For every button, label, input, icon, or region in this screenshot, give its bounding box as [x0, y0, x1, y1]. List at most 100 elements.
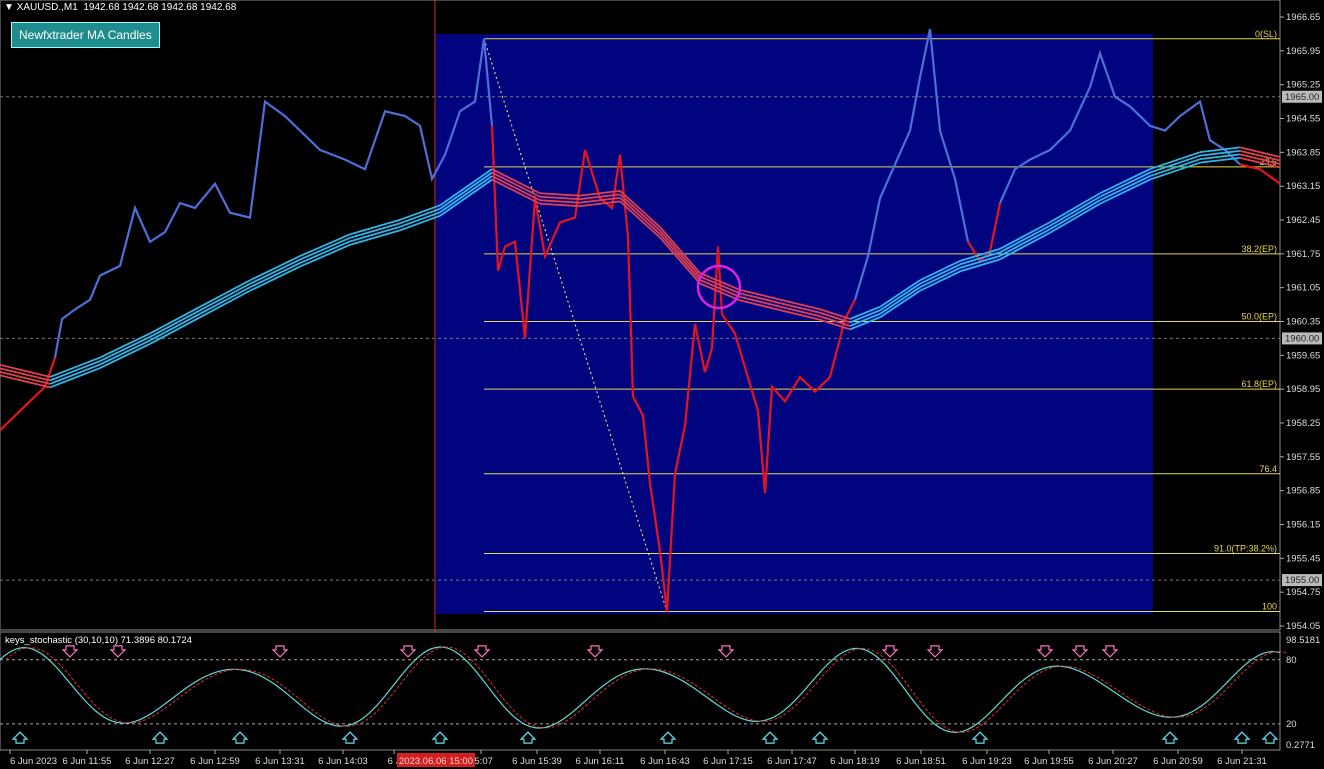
down-arrow-icon	[1101, 645, 1119, 658]
osc-axis-label: 80	[1286, 655, 1297, 666]
time-tick-label: 6 Jun 17:47	[767, 756, 817, 767]
ma-band-line	[491, 168, 541, 195]
highlight-circle	[696, 264, 742, 310]
ma-band-line	[739, 299, 781, 311]
ma-band-line	[919, 270, 961, 292]
up-arrow-icon	[1261, 731, 1279, 744]
ma-band-line	[99, 343, 151, 369]
price-highlight-label: 1960.00	[1285, 333, 1319, 344]
up-arrow-icon	[519, 731, 537, 744]
price-highlight-label: 1955.00	[1285, 575, 1319, 586]
price-tick-label: 1963.85	[1286, 147, 1320, 158]
ma-band-line	[659, 226, 701, 274]
ma-band-line	[0, 370, 51, 385]
price-tick-label: 1965.95	[1286, 46, 1320, 57]
down-arrow-icon	[61, 645, 79, 658]
ma-band-line	[879, 283, 921, 312]
time-tick-label: 6 Jun 16:11	[576, 756, 625, 767]
up-arrow-icon	[341, 731, 359, 744]
price-tick-label: 1958.25	[1286, 418, 1320, 429]
cursor-time-bg	[397, 753, 475, 767]
ma-band-line	[99, 332, 151, 359]
ma-band-line	[819, 311, 851, 324]
ma-band-line	[619, 197, 661, 235]
ma-band-line	[699, 282, 741, 302]
cursor-time-label: 2023.06.06 15:00	[399, 756, 473, 767]
symbol-header: ▼ XAUUSD.,M1 1942.68 1942.68 1942.68 194…	[4, 2, 236, 13]
up-arrow-icon	[659, 731, 677, 744]
time-tick-label: 6 Jun 13:31	[255, 756, 305, 767]
ma-band-line	[1149, 158, 1201, 177]
ma-band-line	[539, 192, 581, 197]
price-tick-label: 1956.15	[1286, 520, 1320, 531]
ma-band-line	[1099, 175, 1151, 202]
time-tick-label: 6 Jun 2023	[10, 756, 57, 767]
ma-band-line	[491, 178, 541, 205]
ma-band-line	[999, 224, 1051, 254]
ma-band-line	[439, 168, 493, 207]
fib-label: 38.2(EP)	[1241, 244, 1277, 254]
time-tick-label: 6 Jun 17:15	[703, 756, 753, 767]
price-highlight-bg	[1282, 332, 1322, 345]
ma-band-line	[249, 262, 301, 289]
ma-band-line	[879, 286, 921, 315]
down-arrow-icon	[271, 645, 289, 658]
ma-band-line	[149, 309, 201, 338]
price-series-line	[853, 28, 970, 301]
indicator-button[interactable]: Newfxtrader MA Candles	[11, 22, 160, 48]
ma-band-line	[579, 200, 621, 208]
ma-band-line	[199, 289, 251, 319]
ma-band-line	[919, 260, 961, 282]
price-tick-label: 1954.75	[1286, 587, 1320, 598]
ma-band-line	[1199, 146, 1241, 154]
ma-band-line	[579, 193, 621, 201]
collapse-triangle-icon[interactable]: ▼	[4, 2, 14, 13]
ma-band-line	[299, 244, 351, 268]
ma-band-line	[659, 229, 701, 278]
main-price-panel[interactable]: 0(SL)23.638.2(EP)50.0(EP)61.8(EP)76.491.…	[0, 0, 1281, 750]
ma-band-line	[491, 175, 541, 202]
ma-band-line	[879, 290, 921, 319]
price-series-line	[1239, 163, 1281, 185]
ma-band-line	[249, 258, 301, 285]
up-arrow-icon	[151, 731, 169, 744]
ma-band-line	[619, 193, 661, 232]
time-tick-label: 6 Jun 12:59	[190, 756, 240, 767]
ma-band-line	[399, 204, 441, 221]
ma-band-line	[399, 211, 441, 228]
down-arrow-icon	[926, 645, 944, 658]
ma-band-line	[619, 200, 661, 239]
down-arrow-icon	[881, 645, 899, 658]
ma-band-line	[99, 339, 151, 366]
ma-band-line	[739, 292, 781, 304]
price-tick-label: 1966.65	[1286, 12, 1320, 23]
ma-band-line	[439, 171, 493, 210]
ma-band-line	[539, 199, 581, 204]
ma-band-line	[349, 229, 401, 246]
ma-band-line	[199, 279, 251, 308]
ma-band-line	[699, 279, 741, 298]
fib-label: 50.0(EP)	[1241, 312, 1277, 322]
time-tick-label: 15:07	[469, 756, 493, 767]
osc-axis-label: 0.2771	[1286, 740, 1315, 751]
ma-band-line	[199, 282, 251, 312]
fib-label: 61.8(EP)	[1241, 379, 1277, 389]
ma-band-line	[0, 363, 51, 378]
price-series-line	[0, 357, 57, 432]
time-tick-label: 6 Jun 16:43	[640, 756, 690, 767]
up-arrow-icon	[971, 731, 989, 744]
ma-band-line	[819, 308, 851, 320]
ma-band-line	[1049, 202, 1101, 234]
ma-band-line	[1099, 178, 1151, 205]
ma-band-line	[699, 275, 741, 295]
down-arrow-icon	[473, 645, 491, 658]
ma-band-line	[1199, 149, 1241, 157]
ma-band-line	[149, 306, 201, 335]
price-tick-label: 1960.35	[1286, 317, 1320, 328]
down-arrow-icon	[399, 645, 417, 658]
stochastic-panel[interactable]	[0, 631, 1287, 751]
fib-label: 0(SL)	[1255, 29, 1277, 39]
ma-band-line	[0, 367, 51, 382]
ma-band-line	[49, 356, 101, 378]
